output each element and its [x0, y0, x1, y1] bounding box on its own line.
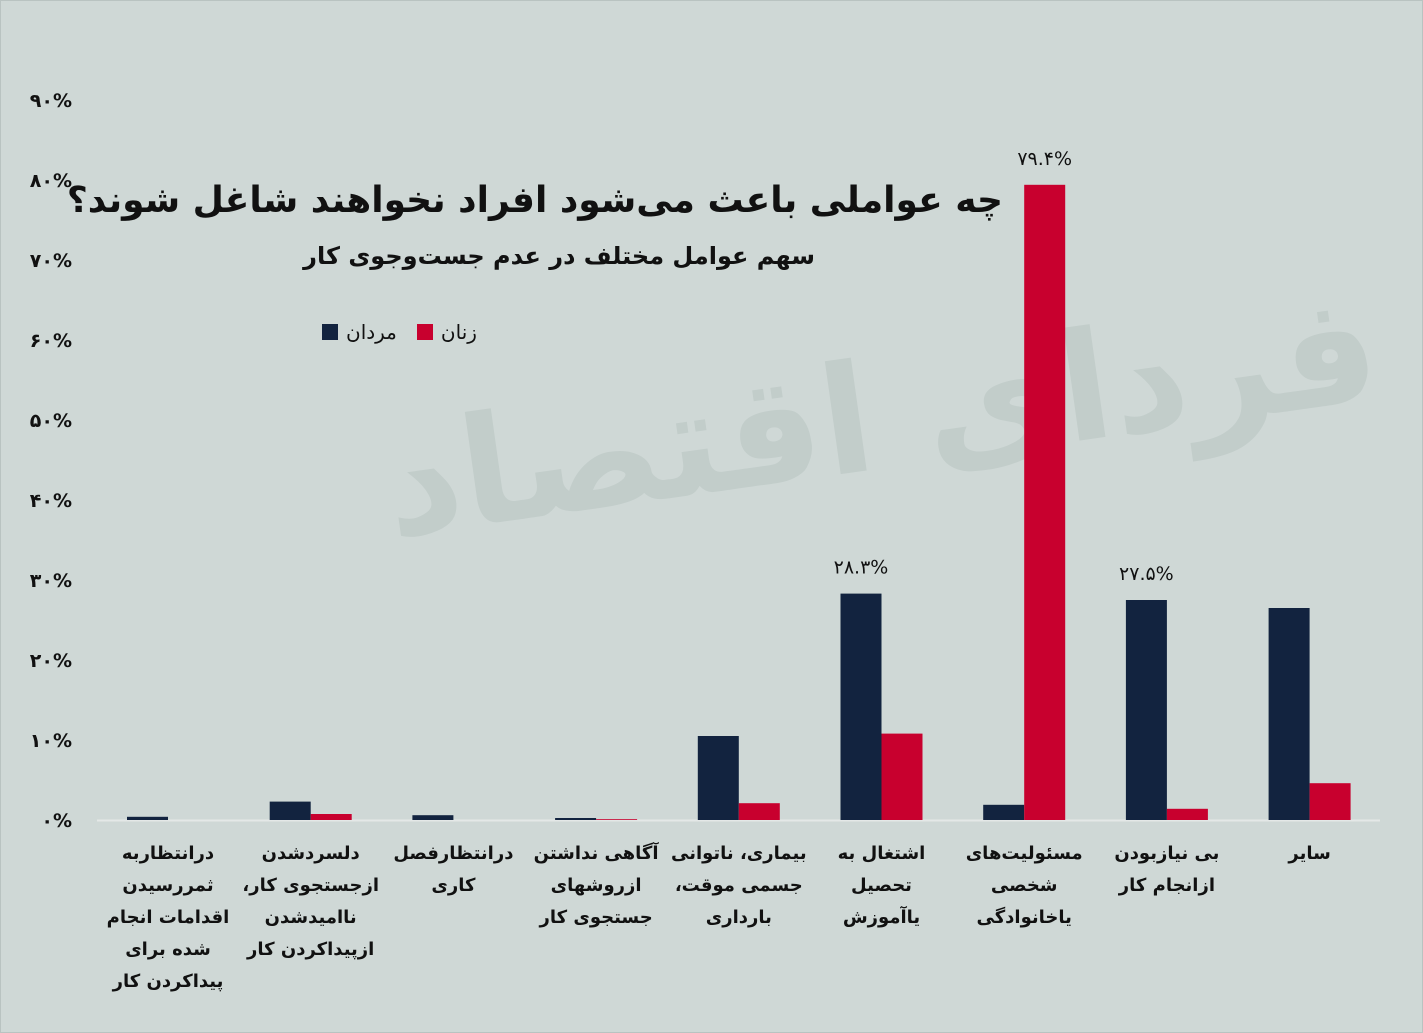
y-tick-label: ۷۰% [30, 250, 72, 272]
x-tick-label: مسئولیت‌های شخصی یاخانوادگی [965, 843, 1083, 928]
bar-men [1268, 608, 1310, 820]
y-tick-label: ۳۰% [30, 570, 72, 592]
chart-title: چه عواملی باعث می‌شود افراد نخواهند شاغل… [66, 180, 1003, 221]
bar-men [697, 736, 739, 820]
bar-men [127, 816, 168, 820]
bar-women [881, 733, 923, 820]
y-tick-label: ۲۰% [30, 650, 72, 672]
legend-item-women: زنان [416, 320, 477, 344]
data-label: ۲۷.۵% [1119, 563, 1174, 585]
x-tick-label: درانتظارفصل کاری [393, 843, 514, 896]
bar-women [596, 819, 638, 820]
chart-subtitle: سهم عوامل مختلف در عدم جست‌وجوی کار [303, 242, 815, 270]
data-label: ۲۸.۳% [834, 557, 889, 579]
y-tick-label: ۵۰% [30, 410, 72, 432]
y-tick-label: ۴۰% [30, 490, 72, 512]
x-tick-label: دلسردشدن ازجستجوی کار، ناامیدشدن ازپیداک… [242, 843, 379, 960]
y-tick-label: ۰% [41, 810, 72, 832]
legend-swatch [416, 324, 433, 340]
x-tick-label: بی نیازبودن ازانجام کار [1114, 843, 1220, 896]
y-tick-label: ۱۰% [30, 730, 72, 752]
x-tick-label: سایر [1288, 843, 1331, 864]
x-tick-label: درانتظاربه ثمررسیدن اقدامات انجام شده بر… [106, 843, 230, 992]
bar-women [310, 814, 352, 820]
x-tick-label: بیماری، ناتوانی جسمی موقت، بارداری [670, 843, 807, 928]
bar-men [555, 818, 597, 820]
legend-swatch [322, 324, 338, 340]
bar-men [269, 801, 311, 820]
legend: زنان مردان [322, 320, 477, 344]
legend-label: مردان [346, 320, 397, 344]
y-tick-label: ۶۰% [30, 330, 72, 352]
legend-label: زنان [440, 320, 477, 344]
x-tick-label: آگاهی نداشتن ازروشهای جستجوی کار [533, 843, 659, 928]
legend-item-men: مردان [322, 320, 397, 344]
x-tick-label: اشتغال به تحصیل یاآموزش [837, 843, 926, 928]
bar-women [738, 803, 780, 820]
bar-men [1125, 600, 1167, 820]
y-tick-label: ۸۰% [30, 170, 72, 192]
bar-men [412, 815, 454, 820]
bar-men [840, 593, 882, 820]
data-label: ۷۹.۴% [1017, 148, 1072, 170]
bar-women [1309, 783, 1351, 820]
y-tick-label: ۹۰% [30, 90, 72, 112]
bar-men [983, 804, 1025, 820]
bar-women [1024, 184, 1066, 821]
bar-women [1166, 808, 1208, 820]
